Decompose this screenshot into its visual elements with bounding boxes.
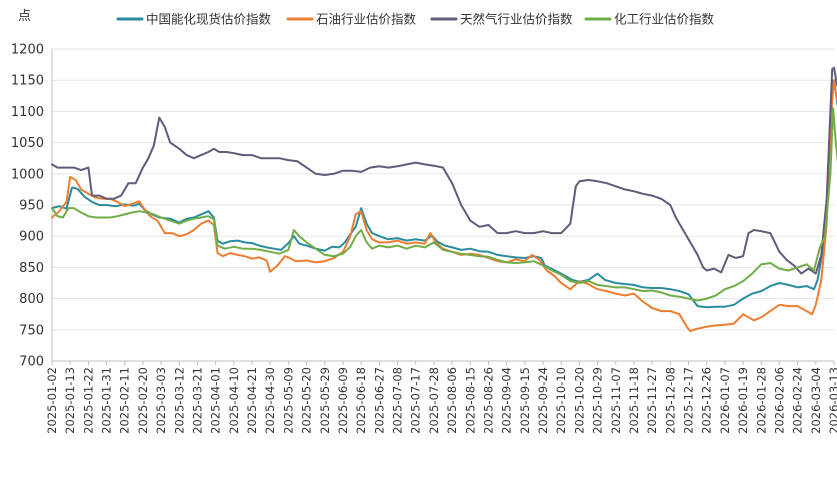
- y-tick-label: 1000: [11, 167, 44, 182]
- x-tick-label: 2026-03-04: [809, 367, 823, 434]
- x-tick-label: 2025-03-12: [172, 367, 186, 434]
- x-tick-label: 2025-09-24: [536, 367, 550, 434]
- x-tick-label: 2025-07-17: [409, 367, 423, 434]
- x-tick-label: 2025-01-13: [63, 367, 77, 434]
- x-tick-label: 2025-11-18: [627, 367, 641, 434]
- y-tick-label: 900: [19, 230, 44, 245]
- x-tick-label: 2026-02-24: [791, 367, 805, 434]
- x-tick-label: 2025-07-08: [391, 367, 405, 434]
- x-tick-label: 2025-08-26: [481, 367, 495, 434]
- y-tick-label: 1200: [11, 43, 44, 58]
- y-tick-label: 950: [19, 199, 44, 214]
- x-tick-label: 2026-01-28: [754, 367, 768, 434]
- x-tick-label: 2026-01-19: [736, 367, 750, 434]
- x-tick-label: 2025-02-11: [118, 367, 132, 434]
- y-tick-label: 800: [19, 292, 44, 307]
- grid-lines: [51, 48, 834, 362]
- x-tick-label: 2025-01-22: [81, 367, 95, 434]
- legend-label: 天然气行业估价指数: [460, 12, 573, 27]
- legend-item-1: 石油行业估价指数: [286, 12, 417, 27]
- x-tick-label: 2025-05-09: [281, 367, 295, 434]
- x-tick-label: 2025-07-28: [427, 367, 441, 434]
- series-line-3: [51, 107, 837, 302]
- legend-label: 中国能化现货估价指数: [146, 12, 272, 27]
- x-tick-label: 2025-06-18: [354, 367, 368, 434]
- y-tick-label: 700: [19, 355, 44, 370]
- x-tick-label: 2025-12-26: [700, 367, 714, 434]
- x-tick-label: 2025-10-20: [572, 367, 586, 434]
- x-tick-label: 2025-09-15: [518, 367, 532, 434]
- y-axis-ticks: 700 750 800 850 900 950 1000 1050 1100 1150 1200: [11, 43, 44, 370]
- x-tick-label: 2025-08-06: [445, 367, 459, 434]
- series-lines: [51, 66, 837, 332]
- y-tick-label: 750: [19, 323, 44, 338]
- x-tick-label: 2025-06-09: [336, 367, 350, 434]
- series-line-0: [51, 79, 837, 309]
- y-tick-label: 1100: [11, 105, 44, 120]
- x-tick-label: 2025-11-27: [645, 367, 659, 434]
- y-tick-label: 1050: [11, 136, 44, 151]
- x-tick-label: 2025-05-20: [300, 367, 314, 434]
- legend-label: 化工行业估价指数: [614, 12, 715, 27]
- x-tick-label: 2025-10-10: [554, 367, 568, 434]
- x-tick-label: 2025-09-04: [500, 367, 514, 434]
- y-tick-label: 1150: [11, 74, 44, 89]
- y-axis-unit-label: 点: [18, 9, 31, 24]
- x-tick-label: 2025-04-01: [209, 367, 223, 434]
- y-tick-label: 850: [19, 261, 44, 276]
- x-tick-label: 2025-12-17: [682, 367, 696, 434]
- x-tick-label: 2025-06-27: [372, 367, 386, 434]
- x-tick-label: 2025-01-02: [45, 367, 59, 434]
- x-tick-label: 2025-04-21: [245, 367, 259, 434]
- legend-item-3: 化工行业估价指数: [584, 12, 715, 27]
- legend-label: 石油行业估价指数: [316, 12, 417, 27]
- legend-item-0: 中国能化现货估价指数: [116, 12, 272, 27]
- legend-item-2: 天然气行业估价指数: [430, 12, 573, 27]
- x-tick-label: 2025-02-20: [136, 367, 150, 434]
- x-tick-label: 2025-04-30: [263, 367, 277, 434]
- x-tick-label: 2025-01-31: [100, 367, 114, 434]
- x-tick-label: 2025-12-08: [663, 367, 677, 434]
- x-tick-label: 2025-10-29: [591, 367, 605, 434]
- x-tick-label: 2025-05-29: [318, 367, 332, 434]
- x-tick-label: 2025-08-15: [463, 367, 477, 434]
- x-tick-label: 2026-01-07: [718, 367, 732, 434]
- x-tick-label: 2026-02-06: [772, 367, 786, 434]
- x-tick-label: 2025-11-07: [609, 367, 623, 434]
- x-tick-label: 2025-04-10: [227, 367, 241, 434]
- legend: 中国能化现货估价指数 石油行业估价指数 天然气行业估价指数 化工行业估价指数: [116, 12, 715, 27]
- x-tick-label: 2025-03-21: [190, 367, 204, 434]
- series-line-1: [51, 79, 837, 332]
- x-tick-label: 2025-03-03: [154, 367, 168, 434]
- x-tick-label: 2026-03-13: [827, 367, 837, 434]
- series-line-2: [51, 66, 837, 275]
- x-axis-ticks: 2025-01-02 2025-01-13 2025-01-22 2025-01-31…: [45, 361, 837, 434]
